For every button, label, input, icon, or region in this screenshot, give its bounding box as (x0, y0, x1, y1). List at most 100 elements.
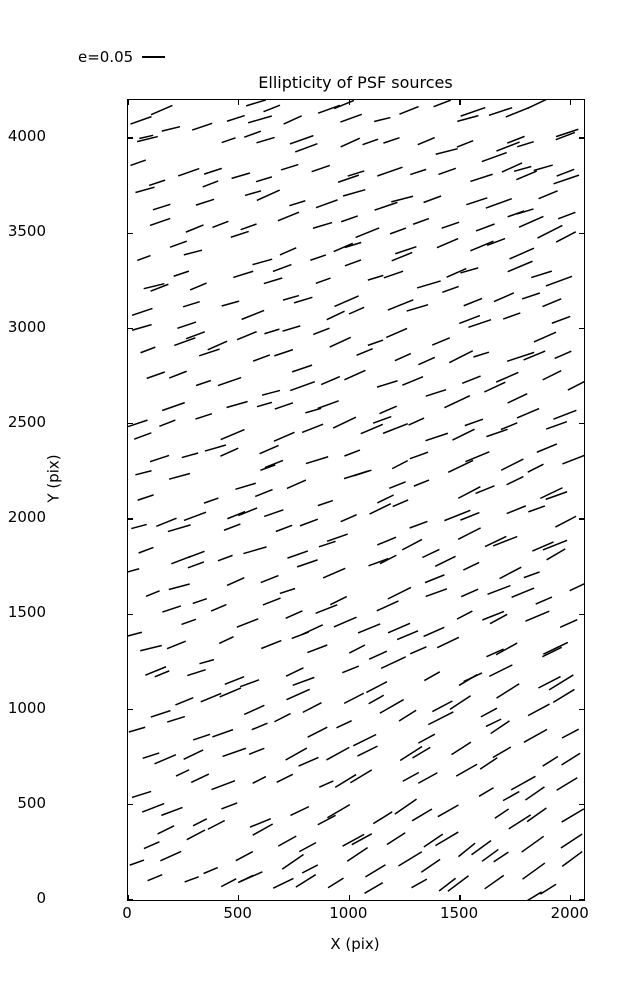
whisker-segment (394, 352, 412, 362)
whisker-segment (317, 814, 336, 826)
whisker-segment (166, 640, 186, 650)
whisker-segment (203, 866, 219, 875)
whisker-segment (203, 497, 219, 504)
whisker-segment (192, 598, 208, 605)
whisker-segment (379, 405, 397, 415)
whisker-segment (241, 309, 265, 321)
whisker-segment (202, 180, 219, 188)
whisker-segment (455, 763, 478, 777)
whisker-segment (542, 370, 562, 381)
whisker-segment (273, 431, 295, 442)
whisker-segment (343, 470, 369, 480)
whisker-segment (192, 818, 208, 827)
whisker-segment (336, 720, 352, 729)
whisker-segment (244, 190, 262, 197)
whisker-segment (540, 487, 563, 500)
whisker-segment (399, 105, 419, 115)
whisker-segment (291, 364, 313, 373)
whisker-segment (373, 116, 391, 123)
y-tick-mark (579, 804, 584, 806)
whisker-segment (431, 337, 451, 346)
whisker-segment (545, 420, 568, 430)
whisker-segment (367, 274, 384, 281)
whisker-segment (502, 790, 520, 802)
whisker-segment (262, 597, 281, 606)
whisker-segment (484, 874, 505, 890)
whisker-segment (340, 113, 363, 123)
whisker-segment (307, 726, 328, 738)
whisker-segment (533, 331, 557, 343)
whisker-segment (327, 803, 351, 819)
whisker-segment (485, 718, 502, 728)
whisker-segment (526, 891, 543, 900)
whisker-segment (442, 285, 459, 294)
whisker-segment (149, 217, 171, 227)
whisker-segment (143, 282, 165, 290)
y-tick-label: 500 (17, 793, 46, 812)
whisker-segment (350, 769, 373, 784)
whisker-segment (211, 780, 236, 791)
whisker-segment (236, 330, 257, 341)
y-tick-mark (128, 708, 133, 711)
y-tick-label: 2500 (7, 412, 46, 431)
whisker-segment (145, 666, 167, 676)
whisker-segment (460, 588, 479, 598)
whisker-segment (133, 432, 152, 440)
whisker-segment (207, 340, 228, 351)
whisker-segment (143, 841, 160, 850)
whisker-segment (233, 270, 254, 279)
y-tick-label: 1000 (7, 698, 46, 717)
whisker-segment (555, 231, 577, 243)
whisker-segment (280, 163, 299, 171)
whisker-segment (159, 419, 176, 428)
whisker-segment (342, 833, 365, 847)
whisker-segment (527, 463, 544, 473)
whisker-segment (154, 753, 177, 765)
whisker-segment (260, 464, 276, 472)
whisker-segment (460, 267, 479, 274)
whisker-segment (140, 346, 156, 354)
whisker-segment (317, 104, 341, 114)
whisker-segment (556, 168, 575, 177)
whisker-segment (506, 135, 525, 144)
whisker-segment (203, 167, 223, 175)
whisker-segment (485, 197, 513, 209)
y-tick-mark (579, 327, 584, 330)
whisker-segment (475, 223, 495, 232)
whisker-segment (177, 167, 200, 177)
whisker-segment (457, 527, 481, 540)
whisker-segment (187, 561, 205, 569)
whisker-segment (492, 746, 512, 759)
x-tick-mark (238, 895, 240, 900)
whisker-segment (556, 777, 578, 791)
x-tick-label: 2000 (550, 904, 589, 922)
whisker-segment (130, 115, 152, 125)
whisker-segment (135, 186, 155, 194)
whisker-field (128, 100, 584, 900)
whisker-segment (150, 709, 171, 718)
whisker-segment (348, 644, 366, 654)
y-tick-mark (579, 137, 584, 139)
whisker-segment (329, 336, 352, 348)
plot-axes-frame (127, 99, 585, 901)
whisker-segment (264, 459, 284, 469)
whisker-segment (298, 756, 319, 767)
whisker-segment (318, 780, 334, 788)
whisker-segment (302, 702, 322, 714)
whisker-segment (495, 371, 519, 383)
x-tick-mark (127, 100, 129, 105)
whisker-segment (463, 672, 483, 683)
whisker-segment (416, 280, 441, 289)
whisker-segment (184, 876, 199, 883)
whisker-segment (310, 254, 327, 261)
whisker-segment (487, 584, 511, 596)
whisker-segment (187, 668, 206, 677)
whisker-segment (383, 136, 400, 144)
whisker-segment (251, 722, 268, 731)
whisker-segment (301, 423, 324, 434)
whisker-segment (279, 247, 297, 256)
whisker-segment (409, 451, 429, 460)
whisker-segment (315, 277, 331, 284)
whisker-segment (425, 588, 448, 598)
whisker-segment (168, 583, 190, 591)
